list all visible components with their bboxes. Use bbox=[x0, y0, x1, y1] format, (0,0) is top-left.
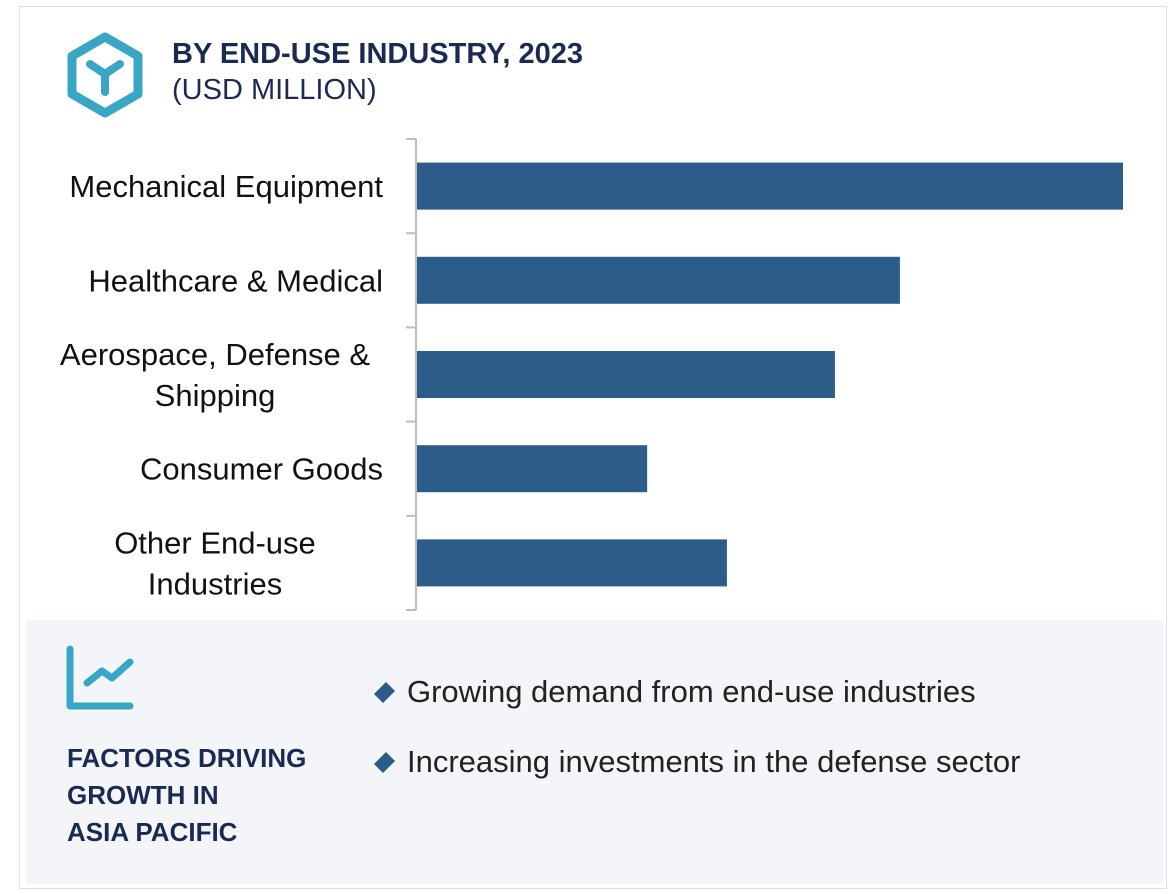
category-label: Healthcare & Medical bbox=[88, 263, 383, 298]
category-label-line: Aerospace, Defense & bbox=[60, 337, 371, 372]
factors-heading: FACTORS DRIVING GROWTH IN ASIA PACIFIC bbox=[67, 740, 306, 851]
chart-subtitle: (USD MILLION) bbox=[172, 74, 377, 106]
category-label-line: Shipping bbox=[155, 378, 276, 413]
category-label-line: Other End-use bbox=[114, 525, 316, 560]
factor-bullet: Increasing investments in the defense se… bbox=[372, 744, 1020, 780]
category-label: Consumer Goods bbox=[140, 452, 383, 487]
factors-heading-line: FACTORS DRIVING bbox=[67, 743, 307, 773]
diamond-bullet-icon bbox=[373, 681, 396, 703]
category-label: Other End-use Industries bbox=[114, 525, 316, 601]
category-label-line: Mechanical Equipment bbox=[69, 169, 383, 204]
category-label: Mechanical Equipment bbox=[69, 169, 383, 204]
factors-panel bbox=[26, 620, 1163, 884]
bar bbox=[417, 539, 727, 587]
bar bbox=[417, 445, 648, 493]
hexagon-y-icon bbox=[67, 32, 143, 118]
factor-bullet: Growing demand from end-use industries bbox=[372, 674, 976, 710]
bar bbox=[417, 162, 1123, 210]
factor-text: Growing demand from end-use industries bbox=[407, 674, 976, 709]
chart-title: BY END-USE INDUSTRY, 2023 bbox=[172, 38, 583, 70]
factors-heading-line: GROWTH IN bbox=[67, 780, 219, 810]
trend-chart-icon bbox=[66, 645, 134, 710]
category-label-line: Industries bbox=[148, 566, 282, 601]
factors-heading-line: ASIA PACIFIC bbox=[67, 817, 238, 847]
bar-chart: Mechanical Equipment Healthcare & Medical… bbox=[60, 138, 1123, 611]
factor-text: Increasing investments in the defense se… bbox=[407, 744, 1021, 779]
bar bbox=[417, 256, 900, 304]
diamond-bullet-icon bbox=[373, 751, 396, 773]
category-label-line: Healthcare & Medical bbox=[88, 263, 383, 298]
category-label: Aerospace, Defense & Shipping bbox=[60, 337, 371, 413]
category-label-line: Consumer Goods bbox=[140, 452, 383, 487]
bar bbox=[417, 351, 835, 398]
